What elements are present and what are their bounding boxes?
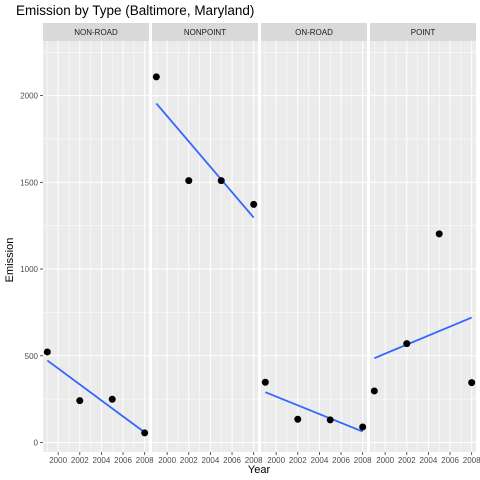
x-tick-label: 2008 (354, 456, 372, 465)
x-tick-label: 2002 (180, 456, 198, 465)
data-point (261, 378, 269, 386)
data-point (108, 395, 116, 403)
x-tick-label: 2002 (71, 456, 89, 465)
data-point (185, 177, 193, 185)
x-tick-label: 2008 (463, 456, 480, 465)
y-tick-label: 0 (34, 438, 39, 447)
x-tick-label: 2006 (223, 456, 241, 465)
data-point (326, 416, 334, 424)
data-point (43, 348, 51, 356)
data-point (403, 340, 411, 348)
data-point (76, 397, 84, 405)
x-tick-label: 2004 (202, 456, 220, 465)
trend-line (373, 316, 473, 360)
data-point (370, 387, 378, 395)
panel-background (43, 41, 149, 452)
panel-background (261, 41, 367, 452)
x-axis-title: Year (248, 464, 271, 476)
facet-strip-label: POINT (411, 28, 436, 37)
x-tick-label: 2000 (267, 456, 285, 465)
data-point (152, 73, 160, 81)
facet-strip-label: ON-ROAD (295, 28, 333, 37)
facet-point: POINT 2000 2002 2004 2006 2008 (370, 23, 480, 465)
x-tick-label: 2006 (441, 456, 459, 465)
facet-non-road: NON-ROAD 2000 2002 2004 2006 2008 (43, 23, 154, 465)
facet-strip-label: NON-ROAD (74, 28, 118, 37)
x-tick-label: 2002 (289, 456, 307, 465)
x-tick-label: 2004 (420, 456, 438, 465)
y-tick-label: 2000 (20, 92, 38, 101)
data-point (250, 200, 258, 208)
facet-on-road: ON-ROAD 2000 2002 2004 2006 2008 (261, 23, 372, 465)
data-point (468, 379, 476, 387)
facet-nonpoint: NONPOINT 2000 2002 2004 2006 2008 (152, 23, 263, 465)
x-tick-label: 2002 (398, 456, 416, 465)
panel-background (152, 41, 258, 452)
data-point (217, 177, 225, 185)
facet-strip (43, 23, 149, 41)
x-tick-label: 2006 (114, 456, 132, 465)
x-tick-label: 2008 (245, 456, 263, 465)
trend-line (264, 391, 364, 433)
panel-background (370, 41, 476, 452)
y-tick-label: 500 (25, 352, 39, 361)
x-tick-label: 2004 (311, 456, 329, 465)
x-tick-label: 2000 (49, 456, 67, 465)
facet-strip-label: NONPOINT (184, 28, 226, 37)
facet-strip (370, 23, 476, 41)
trend-line (155, 102, 255, 219)
y-tick-label: 1500 (20, 178, 38, 187)
chart-title: Emission by Type (Baltimore, Maryland) (16, 3, 254, 18)
x-tick-label: 2004 (93, 456, 111, 465)
y-axis: 0 500 1000 1500 2000 (20, 92, 43, 447)
data-point (359, 423, 367, 431)
y-axis-title: Emission (4, 238, 16, 283)
x-tick-label: 2006 (332, 456, 350, 465)
x-tick-label: 2008 (136, 456, 154, 465)
facet-strip (152, 23, 258, 41)
y-tick-label: 1000 (20, 265, 38, 274)
data-point (294, 415, 302, 423)
trend-line (46, 359, 146, 434)
data-point (435, 230, 443, 238)
facet-strip (261, 23, 367, 41)
data-point (141, 429, 149, 437)
x-tick-label: 2000 (376, 456, 394, 465)
x-tick-label: 2000 (158, 456, 176, 465)
